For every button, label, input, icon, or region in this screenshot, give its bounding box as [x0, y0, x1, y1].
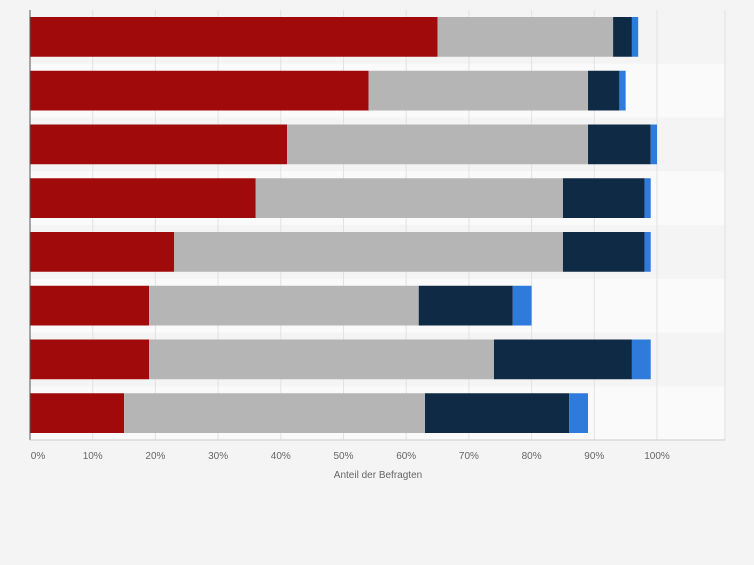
x-tick-label: 30%: [208, 451, 228, 462]
bar-segment[interactable]: [30, 393, 125, 433]
bar-segment[interactable]: [255, 178, 563, 218]
bar-segment[interactable]: [30, 17, 438, 57]
bar-segment[interactable]: [149, 339, 494, 380]
bar-segment[interactable]: [30, 124, 288, 165]
bar-segment[interactable]: [562, 232, 645, 272]
x-tick-labels: 0% 10% 20% 30% 40% 50% 60% 70% 80% 90% 100%: [31, 451, 670, 462]
bar-segment[interactable]: [644, 232, 651, 272]
x-tick-label: 90%: [584, 451, 604, 462]
x-tick-label: 10%: [83, 451, 103, 462]
bar-segment[interactable]: [619, 70, 626, 111]
bar-segment[interactable]: [30, 339, 150, 380]
bar-segment[interactable]: [644, 178, 651, 218]
bar-segment[interactable]: [30, 232, 175, 272]
axes: [29, 10, 725, 441]
bar-segment[interactable]: [368, 70, 589, 111]
bar-segment[interactable]: [631, 17, 639, 57]
bar-segment[interactable]: [631, 339, 651, 380]
bar-segment[interactable]: [425, 393, 570, 433]
bar-segment[interactable]: [588, 70, 620, 111]
bar-segment[interactable]: [437, 17, 614, 57]
bar-segment[interactable]: [588, 124, 651, 165]
bar-segment[interactable]: [149, 285, 419, 326]
bar-segment[interactable]: [287, 124, 589, 165]
bar-segment[interactable]: [124, 393, 426, 433]
x-tick-label: 70%: [459, 451, 479, 462]
x-tick-label: 0%: [31, 451, 46, 462]
bar-segment[interactable]: [493, 339, 632, 380]
x-tick-label: 100%: [644, 451, 670, 462]
x-tick-label: 80%: [522, 451, 542, 462]
bar-segment[interactable]: [562, 178, 645, 218]
bar-segment[interactable]: [512, 285, 532, 326]
bar-segment[interactable]: [418, 285, 513, 326]
x-tick-label: 50%: [333, 451, 353, 462]
bar-segment[interactable]: [569, 393, 589, 433]
bar-segment[interactable]: [30, 285, 150, 326]
bar-segment[interactable]: [613, 17, 632, 57]
x-axis-label: Anteil der Befragten: [334, 470, 422, 481]
bar-segment[interactable]: [650, 124, 657, 165]
bar-segment[interactable]: [30, 70, 369, 111]
bar-segment[interactable]: [30, 178, 256, 218]
x-tick-label: 40%: [271, 451, 291, 462]
x-tick-label: 20%: [145, 451, 165, 462]
bars: [30, 17, 657, 433]
bar-segment[interactable]: [174, 232, 563, 272]
x-tick-label: 60%: [396, 451, 416, 462]
